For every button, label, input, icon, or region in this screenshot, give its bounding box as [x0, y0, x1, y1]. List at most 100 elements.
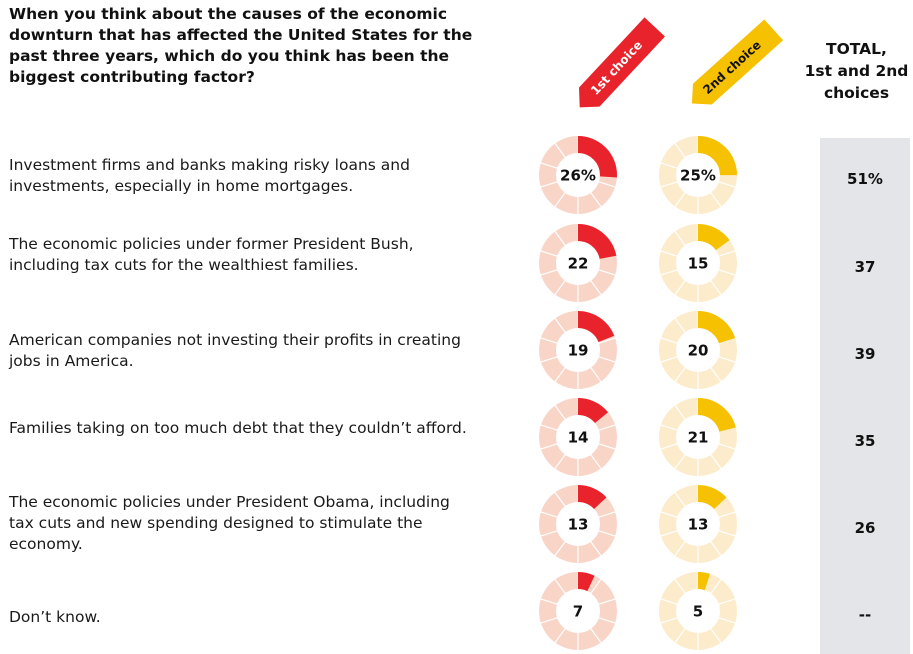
- donut-value-label-first-choice-row-5: 13: [568, 516, 589, 534]
- donut-value-label-first-choice-row-1: 26%: [560, 167, 596, 185]
- donut-separator-second-choice-row-3: [674, 367, 686, 383]
- total-value-obama-policies: 26: [854, 519, 876, 537]
- donut-separator-second-choice-row-1: [674, 192, 686, 208]
- second-choice-label: 2nd choice: [700, 38, 764, 97]
- donut-separator-second-choice-row-2: [710, 280, 722, 296]
- donut-separator-first-choice-row-6: [554, 628, 566, 644]
- donut-separator-second-choice-row-6: [710, 578, 722, 594]
- donut-arc-second-choice-row-5: [659, 485, 737, 563]
- donut-separator-first-choice-row-2: [590, 280, 602, 296]
- first-choice-ribbon: 1st choice: [579, 17, 665, 108]
- donut-separator-second-choice-row-6: [660, 598, 678, 605]
- first-choice-ribbon-shape: [579, 17, 665, 108]
- donut-separator-first-choice-row-5: [598, 511, 616, 518]
- donut-arc-second-choice-row-1: [659, 136, 737, 214]
- donut-separator-first-choice-row-6: [598, 598, 616, 605]
- row-label-risky-loans: Investment firms and banks making risky …: [9, 156, 410, 195]
- donut-separator-second-choice-row-4: [660, 424, 678, 431]
- donut-separator-first-choice-row-1: [554, 192, 566, 208]
- donut-separator-second-choice-row-2: [718, 250, 736, 257]
- donut-separator-first-choice-row-4: [598, 443, 616, 450]
- donut-separator-first-choice-row-5: [540, 530, 558, 537]
- donut-separator-first-choice-row-2: [540, 269, 558, 276]
- donut-separator-second-choice-row-4: [718, 443, 736, 450]
- row-label-companies-not-investing: American companies not investing their p…: [9, 331, 461, 370]
- donut-separator-second-choice-row-5: [674, 491, 686, 507]
- donut-separator-second-choice-row-4: [674, 454, 686, 470]
- donut-value-label-second-choice-row-3: 20: [688, 342, 709, 360]
- total-column-background: [820, 138, 910, 654]
- donut-value-label-first-choice-row-4: 14: [568, 429, 589, 447]
- donut-separator-first-choice-row-2: [598, 269, 616, 276]
- donut-separator-second-choice-row-3: [710, 367, 722, 383]
- donut-separator-second-choice-row-3: [718, 356, 736, 363]
- donut-separator-first-choice-row-5: [554, 541, 566, 557]
- second-choice-ribbon-shape: [691, 19, 784, 105]
- donut-separator-second-choice-row-3: [660, 356, 678, 363]
- donut-separator-second-choice-row-5: [660, 511, 678, 518]
- donut-separator-second-choice-row-6: [718, 617, 736, 624]
- donut-value-label-second-choice-row-6: 5: [693, 603, 703, 621]
- donut-separator-second-choice-row-2: [718, 269, 736, 276]
- donut-separator-first-choice-row-6: [598, 617, 616, 624]
- donut-arc-first-choice-row-3: [539, 311, 617, 389]
- donut-separator-first-choice-row-4: [554, 404, 566, 420]
- donut-separator-first-choice-row-4: [540, 424, 558, 431]
- donut-separator-second-choice-row-1: [660, 181, 678, 188]
- donut-separator-first-choice-row-3: [598, 337, 616, 344]
- donut-arc-first-choice-row-1: [539, 136, 617, 214]
- donut-separator-first-choice-row-4: [590, 454, 602, 470]
- donut-separator-second-choice-row-1: [674, 142, 686, 158]
- donut-separator-second-choice-row-3: [660, 337, 678, 344]
- first-choice-label: 1st choice: [588, 38, 645, 98]
- donut-separator-second-choice-row-5: [718, 530, 736, 537]
- donut-separator-first-choice-row-4: [540, 443, 558, 450]
- donut-arc-second-choice-row-2: [659, 224, 737, 302]
- donut-value-label-second-choice-row-2: 15: [688, 255, 709, 273]
- donut-separator-second-choice-row-1: [660, 162, 678, 169]
- donut-separator-first-choice-row-6: [540, 617, 558, 624]
- total-header-line3: choices: [823, 84, 890, 102]
- donut-value-label-first-choice-row-3: 19: [568, 342, 589, 360]
- donut-separator-second-choice-row-6: [660, 617, 678, 624]
- donut-separator-second-choice-row-5: [674, 541, 686, 557]
- donut-separator-second-choice-row-1: [710, 192, 722, 208]
- donut-arc-first-choice-row-6: [539, 572, 617, 650]
- total-value-bush-policies: 37: [854, 258, 876, 276]
- donut-separator-first-choice-row-3: [554, 317, 566, 333]
- donut-separator-second-choice-row-2: [660, 269, 678, 276]
- donut-separator-first-choice-row-3: [554, 367, 566, 383]
- row-label-obama-policies: The economic policies under President Ob…: [9, 493, 450, 553]
- donut-separator-first-choice-row-6: [590, 628, 602, 644]
- donut-separator-second-choice-row-6: [718, 598, 736, 605]
- donut-separator-second-choice-row-2: [660, 250, 678, 257]
- row-label-bush-policies: The economic policies under former Presi…: [9, 235, 414, 274]
- row-label-families-debt: Families taking on too much debt that th…: [9, 419, 467, 437]
- total-column-header: TOTAL, 1st and 2nd choices: [800, 38, 913, 104]
- donut-separator-first-choice-row-3: [540, 356, 558, 363]
- donut-separator-first-choice-row-3: [590, 367, 602, 383]
- total-value-companies-not-investing: 39: [854, 345, 876, 363]
- donut-separator-second-choice-row-6: [674, 628, 686, 644]
- donut-separator-first-choice-row-1: [554, 142, 566, 158]
- donut-arc-second-choice-row-6: [659, 572, 737, 650]
- donut-value-label-first-choice-row-2: 22: [568, 255, 589, 273]
- donut-separator-first-choice-row-5: [554, 491, 566, 507]
- donut-value-label-second-choice-row-5: 13: [688, 516, 709, 534]
- donut-separator-second-choice-row-2: [674, 280, 686, 296]
- donut-value-label-first-choice-row-6: 7: [573, 603, 583, 621]
- total-value-dont-know: --: [858, 606, 872, 624]
- donut-arc-first-choice-row-5: [539, 485, 617, 563]
- donut-separator-first-choice-row-4: [598, 424, 616, 431]
- donut-value-label-second-choice-row-1: 25%: [680, 167, 716, 185]
- total-header-line2: 1st and 2nd: [804, 62, 909, 80]
- donut-separator-first-choice-row-3: [540, 337, 558, 344]
- donut-separator-first-choice-row-5: [598, 530, 616, 537]
- donut-separator-first-choice-row-6: [540, 598, 558, 605]
- row-label-dont-know: Don’t know.: [9, 608, 101, 626]
- donut-separator-first-choice-row-1: [540, 181, 558, 188]
- donut-separator-first-choice-row-6: [590, 578, 602, 594]
- donut-group: 26% 22 19 14 13 7 25% 15 20 21 13 5: [539, 135, 737, 651]
- donut-separator-second-choice-row-4: [660, 443, 678, 450]
